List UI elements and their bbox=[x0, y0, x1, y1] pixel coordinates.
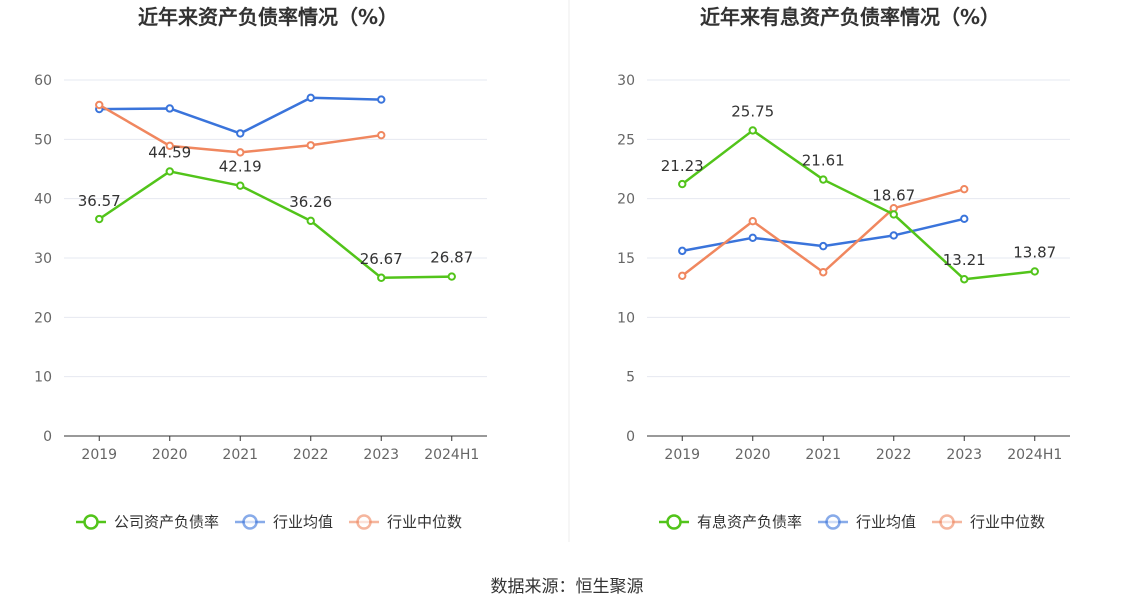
data-point bbox=[678, 246, 687, 256]
data-label: 13.87 bbox=[1013, 243, 1056, 261]
legend-marker bbox=[242, 514, 258, 530]
data-point bbox=[678, 179, 687, 189]
x-tick-label: 2019 bbox=[81, 447, 117, 463]
x-tick-label: 2022 bbox=[293, 447, 329, 463]
data-point bbox=[819, 241, 828, 251]
data-point bbox=[95, 100, 104, 110]
x-tick-label: 2021 bbox=[222, 447, 258, 463]
data-point bbox=[960, 214, 969, 224]
legend-marker bbox=[666, 514, 682, 530]
data-point bbox=[236, 181, 245, 190]
series-line bbox=[681, 129, 1035, 281]
data-point bbox=[889, 231, 898, 240]
y-tick-label: 15 bbox=[617, 251, 635, 267]
chart-panel-1: 近年来资产负债率情况（%） 0 10 20 30 40 50 60 2019 2020 2021 20… bbox=[34, 5, 487, 531]
chart-title: 近年来有息资产负债率情况（%） bbox=[700, 5, 1000, 29]
data-label: 26.87 bbox=[430, 249, 473, 267]
data-point bbox=[306, 141, 315, 150]
legend-label: 行业中位数 bbox=[970, 513, 1045, 531]
y-tick-label: 10 bbox=[34, 370, 52, 386]
x-tick-label: 2020 bbox=[735, 447, 771, 463]
data-point bbox=[236, 129, 245, 138]
chart-title: 近年来资产负债率情况（%） bbox=[138, 5, 398, 29]
legend-marker bbox=[356, 514, 372, 530]
y-tick-label: 30 bbox=[34, 251, 52, 267]
y-tick-label: 25 bbox=[617, 132, 635, 148]
y-tick-label: 5 bbox=[626, 370, 635, 386]
y-tick-label: 50 bbox=[34, 132, 52, 148]
data-label: 42.19 bbox=[219, 158, 262, 176]
data-label: 26.67 bbox=[360, 250, 403, 268]
data-label: 25.75 bbox=[731, 102, 774, 120]
data-point bbox=[165, 167, 174, 176]
data-point bbox=[95, 214, 104, 224]
legend-item: 行业均值 bbox=[818, 513, 916, 531]
data-point bbox=[306, 93, 315, 103]
data-point bbox=[447, 272, 456, 281]
y-tick-label: 0 bbox=[626, 429, 635, 445]
source-label: 数据来源：恒生聚源 bbox=[491, 577, 644, 597]
legend-item: 行业中位数 bbox=[349, 513, 462, 531]
data-point bbox=[377, 130, 386, 140]
data-label: 36.26 bbox=[289, 193, 332, 211]
data-label: 13.21 bbox=[943, 251, 986, 269]
y-tick-label: 0 bbox=[43, 429, 52, 445]
y-tick-label: 10 bbox=[617, 310, 635, 326]
data-point bbox=[960, 275, 969, 284]
y-tick-label: 30 bbox=[617, 73, 635, 89]
data-label: 18.67 bbox=[872, 186, 915, 204]
data-point bbox=[377, 273, 386, 282]
y-tick-label: 20 bbox=[617, 192, 635, 208]
data-point bbox=[165, 104, 174, 113]
data-point bbox=[748, 233, 757, 243]
chart-panel-2: 近年来有息资产负债率情况（%） 0 5 10 15 20 25 30 2019 2020 2021 2… bbox=[617, 5, 1070, 531]
y-tick-label: 60 bbox=[34, 73, 52, 89]
data-label: 21.61 bbox=[802, 152, 845, 170]
data-point bbox=[306, 216, 315, 226]
data-label: 21.23 bbox=[661, 157, 704, 175]
legend-label: 公司资产负债率 bbox=[114, 513, 219, 531]
series-line bbox=[98, 170, 452, 280]
legend-marker bbox=[83, 514, 99, 530]
series-line bbox=[98, 103, 382, 154]
data-point bbox=[748, 126, 757, 135]
legend-label: 行业均值 bbox=[273, 513, 333, 531]
legend-item: 行业中位数 bbox=[932, 513, 1045, 531]
legend-label: 行业均值 bbox=[856, 513, 916, 531]
legend-item: 公司资产负债率 bbox=[76, 513, 219, 531]
x-tick-label: 2024H1 bbox=[424, 447, 479, 463]
legend-label: 行业中位数 bbox=[387, 513, 462, 531]
y-tick-label: 40 bbox=[34, 192, 52, 208]
data-point bbox=[165, 141, 174, 151]
legend-label: 有息资产负债率 bbox=[697, 513, 802, 531]
data-point bbox=[960, 184, 969, 194]
legend-marker bbox=[939, 514, 955, 530]
legend-marker bbox=[825, 514, 841, 530]
legend-item: 行业均值 bbox=[235, 513, 333, 531]
series-line bbox=[681, 187, 965, 277]
x-tick-label: 2023 bbox=[363, 447, 399, 463]
data-point bbox=[236, 148, 245, 157]
data-point bbox=[819, 268, 828, 277]
x-tick-label: 2019 bbox=[664, 447, 700, 463]
data-point bbox=[377, 95, 386, 104]
x-tick-label: 2022 bbox=[876, 447, 912, 463]
y-tick-label: 20 bbox=[34, 310, 52, 326]
x-tick-label: 2020 bbox=[152, 447, 188, 463]
data-point bbox=[748, 217, 757, 226]
data-label: 36.57 bbox=[78, 192, 121, 210]
legend-item: 有息资产负债率 bbox=[659, 513, 802, 531]
x-tick-label: 2021 bbox=[805, 447, 841, 463]
data-point bbox=[889, 210, 898, 219]
data-label: 44.59 bbox=[148, 143, 191, 161]
data-point bbox=[678, 271, 687, 280]
data-point bbox=[819, 175, 828, 184]
x-tick-label: 2024H1 bbox=[1007, 447, 1062, 463]
x-tick-label: 2023 bbox=[946, 447, 982, 463]
data-point bbox=[1030, 267, 1039, 276]
